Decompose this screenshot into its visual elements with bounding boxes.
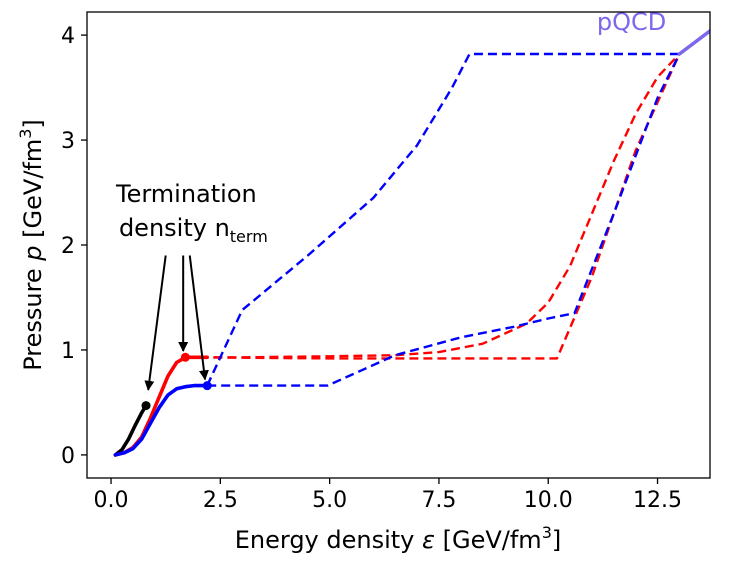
x-tick-label: 10.0	[524, 488, 573, 513]
annotation-line2-main: density n	[119, 214, 230, 242]
y-tick-label: 1	[61, 339, 75, 364]
x-axis-label-close: ]	[552, 526, 561, 554]
series-layer	[113, 29, 710, 457]
x-axis-label-unit: [GeV/fm	[435, 526, 542, 554]
termination-marker-0	[141, 401, 151, 411]
y-tick-label: 3	[61, 129, 75, 154]
x-tick-label: 0.0	[94, 488, 129, 513]
series-line-2	[113, 383, 209, 457]
y-axis-label-unit: [GeV/fm	[19, 139, 47, 246]
marker-layer	[141, 352, 212, 411]
y-axis-label-superscript: 3	[16, 129, 35, 139]
x-axis-label-main: Energy density	[235, 526, 422, 554]
annotation-layer: Termination density nterm	[115, 180, 268, 391]
series-line-0	[113, 403, 148, 457]
termination-marker-1	[180, 352, 190, 362]
y-tick-label: 2	[61, 234, 75, 259]
y-axis-ticks: 0 1 2 3 4	[61, 24, 87, 469]
series-line-4	[185, 53, 681, 360]
annotation-arrow-0	[144, 255, 167, 391]
y-tick-label: 0	[61, 444, 75, 469]
annotation-arrow-2	[188, 255, 209, 381]
annotation-line2: density nterm	[119, 214, 268, 246]
x-axis-label-superscript: 3	[542, 523, 552, 542]
plot-frame	[86, 11, 711, 479]
annotation-line2-sub: term	[230, 227, 268, 246]
termination-marker-2	[202, 381, 212, 391]
series-line-3	[185, 53, 681, 359]
y-axis-label: Pressure p [GeV/fm3]	[16, 119, 47, 371]
y-axis-label-symbol: p	[19, 245, 47, 261]
series-line-5	[206, 52, 680, 387]
x-tick-label: 7.5	[421, 488, 456, 513]
x-axis-label: Energy density ε [GeV/fm3]	[235, 523, 562, 554]
y-axis-label-main: Pressure	[19, 261, 47, 371]
series-line-6	[207, 53, 681, 387]
x-axis-ticks: 0.0 2.5 5.0 7.5 10.0 12.5	[94, 478, 682, 513]
series-line-7	[677, 29, 710, 56]
x-axis-label-symbol: ε	[422, 526, 435, 554]
y-axis-label-close: ]	[19, 119, 47, 128]
y-tick-label: 4	[61, 24, 75, 49]
annotation-line1: Termination	[115, 180, 257, 208]
x-tick-label: 2.5	[203, 488, 238, 513]
x-tick-label: 12.5	[633, 488, 682, 513]
x-tick-label: 5.0	[312, 488, 347, 513]
